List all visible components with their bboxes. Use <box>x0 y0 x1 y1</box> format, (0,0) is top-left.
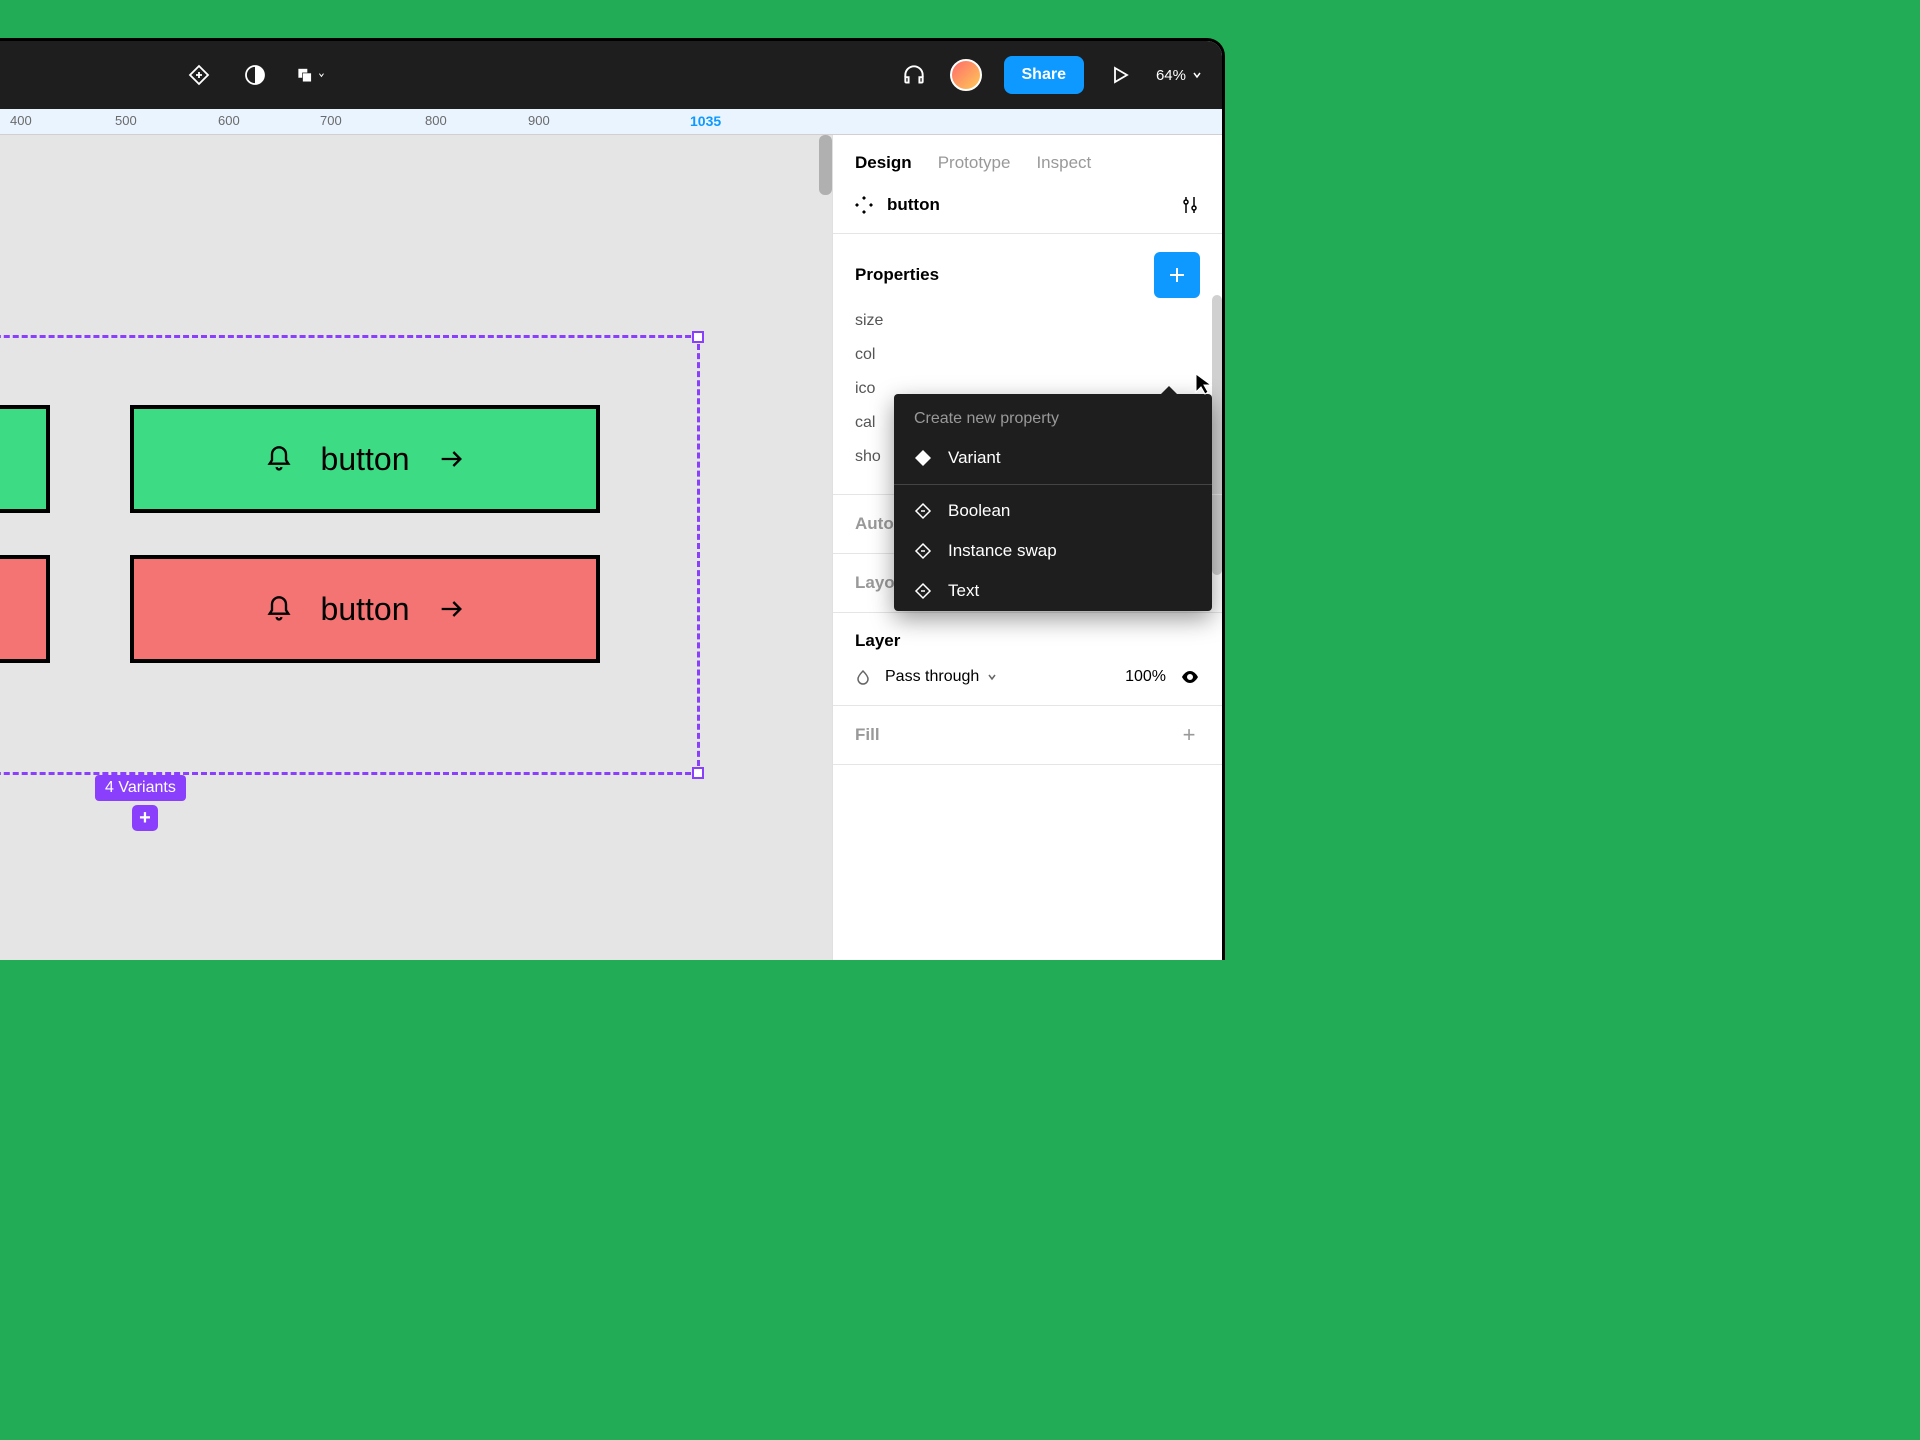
ruler-tick: 900 <box>528 113 550 128</box>
blend-mode-select[interactable]: Pass through <box>885 668 1111 686</box>
resize-handle-br[interactable] <box>692 767 704 779</box>
dropdown-item-variant[interactable]: Variant <box>894 438 1212 478</box>
property-type-dropdown: Create new property Variant Boolean Inst… <box>894 394 1212 611</box>
right-panel: Design Prototype Inspect button Properti… <box>832 135 1222 960</box>
add-fill-button[interactable]: + <box>1178 724 1200 746</box>
fill-section: Fill + <box>833 706 1222 765</box>
mask-tool-icon[interactable] <box>241 61 269 89</box>
ruler-tick: 600 <box>218 113 240 128</box>
properties-section: Properties size col ico cal sho Create n… <box>833 234 1222 495</box>
eye-icon[interactable] <box>1180 667 1200 687</box>
main-area: button button 4 Variants + Design Protot… <box>0 135 1222 960</box>
diamond-icon <box>914 449 932 467</box>
resize-handle-tr[interactable] <box>692 331 704 343</box>
panel-tabs: Design Prototype Inspect <box>833 135 1222 185</box>
app-window: Share 64% 1035 400 500 600 700 800 900 button <box>0 38 1225 960</box>
add-property-button[interactable] <box>1154 252 1200 298</box>
ruler-tick: 500 <box>115 113 137 128</box>
tab-inspect[interactable]: Inspect <box>1036 153 1091 173</box>
top-toolbar: Share 64% <box>0 41 1222 109</box>
headphones-icon[interactable] <box>900 61 928 89</box>
layer-section: Layer Pass through 100% <box>833 613 1222 706</box>
ruler: 1035 400 500 600 700 800 900 <box>0 109 1222 135</box>
property-item[interactable]: col <box>855 346 1200 364</box>
component-set-icon <box>855 196 873 214</box>
selection-frame[interactable] <box>0 335 700 775</box>
layer-title: Layer <box>855 631 1200 651</box>
canvas[interactable]: button button 4 Variants + <box>0 135 832 960</box>
opacity-value[interactable]: 100% <box>1125 668 1166 686</box>
play-icon[interactable] <box>1106 61 1134 89</box>
fill-title: Fill <box>855 725 880 745</box>
ruler-tick: 700 <box>320 113 342 128</box>
dropdown-item-instance-swap[interactable]: Instance swap <box>894 531 1212 571</box>
ruler-tick: 800 <box>425 113 447 128</box>
diamond-outline-icon <box>914 582 932 600</box>
share-button[interactable]: Share <box>1004 56 1084 94</box>
tool-group <box>185 61 325 89</box>
variants-badge[interactable]: 4 Variants <box>95 775 186 801</box>
dropdown-label: Create new property <box>894 394 1212 438</box>
scrollbar-vertical[interactable] <box>819 135 832 195</box>
ruler-tick: 400 <box>10 113 32 128</box>
component-tool-icon[interactable] <box>185 61 213 89</box>
component-header: button <box>833 185 1222 234</box>
cursor-icon <box>1194 372 1214 396</box>
dropdown-item-boolean[interactable]: Boolean <box>894 491 1212 531</box>
dropdown-item-text[interactable]: Text <box>894 571 1212 611</box>
tab-design[interactable]: Design <box>855 153 912 173</box>
add-variant-button[interactable]: + <box>132 805 158 831</box>
zoom-level[interactable]: 64% <box>1156 67 1202 84</box>
diamond-outline-icon <box>914 542 932 560</box>
diamond-outline-icon <box>914 502 932 520</box>
zoom-value: 64% <box>1156 67 1186 84</box>
boolean-tool-icon[interactable] <box>297 61 325 89</box>
property-item[interactable]: size <box>855 312 1200 330</box>
toolbar-right: Share 64% <box>900 56 1203 94</box>
properties-title: Properties <box>855 265 939 285</box>
chevron-down-icon <box>987 672 997 682</box>
settings-icon[interactable] <box>1180 195 1200 215</box>
blend-icon <box>855 669 871 685</box>
tab-prototype[interactable]: Prototype <box>938 153 1011 173</box>
component-name: button <box>887 195 1166 215</box>
ruler-marker: 1035 <box>690 113 721 129</box>
avatar[interactable] <box>950 59 982 91</box>
